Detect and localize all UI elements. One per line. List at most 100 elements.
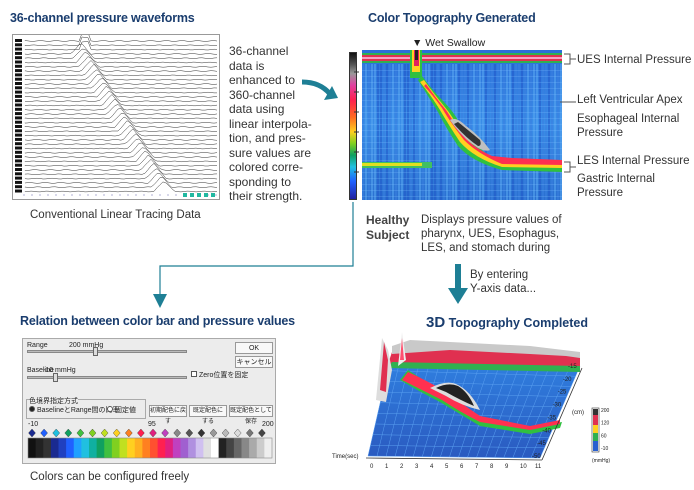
channel-marker	[15, 73, 22, 77]
channel-marker	[15, 163, 22, 167]
mode-fixed-radio[interactable]	[107, 406, 113, 412]
pressure-trace	[24, 158, 217, 171]
topo-streak	[389, 64, 391, 200]
x-tick-label: 5	[445, 464, 449, 470]
mode-ratio-radio[interactable]	[29, 406, 35, 412]
waveform-description: 36-channel data is enhanced to 360-chann…	[229, 44, 312, 203]
palette-handle[interactable]	[149, 428, 157, 438]
palette-handle[interactable]	[197, 428, 206, 438]
channel-marker	[15, 64, 22, 68]
range-slider-thumb[interactable]	[93, 347, 98, 356]
transition-text: By entering Y-axis data...	[470, 269, 537, 295]
x-tick-label: 1	[385, 464, 389, 470]
topo-streak	[479, 64, 481, 200]
topo-streak	[407, 64, 409, 200]
baseline-slider-thumb[interactable]	[53, 373, 58, 382]
pressure-trace	[24, 150, 218, 163]
palette-handle[interactable]	[40, 428, 48, 438]
topo-row	[362, 154, 562, 155]
y-tick-label: -15	[568, 364, 577, 370]
set-default-colors-button[interactable]: 既定配色にする	[189, 405, 227, 425]
reset-colors-button[interactable]: 初期配色に戻す	[149, 405, 187, 425]
pressure-trace	[24, 41, 218, 51]
pressure-trace	[24, 138, 218, 150]
topo-streak	[371, 64, 373, 200]
palette-handle[interactable]	[173, 428, 181, 438]
channel-marker	[15, 176, 22, 180]
channel-marker	[15, 60, 22, 64]
zero-fix-checkbox[interactable]	[191, 371, 197, 377]
color-palette-editor[interactable]	[26, 428, 274, 460]
palette-swatch	[157, 438, 166, 458]
channel-marker	[15, 90, 22, 94]
pressure-trace	[24, 108, 218, 120]
save-default-colors-button[interactable]: 既定配色として保存	[229, 405, 273, 425]
pressure-trace	[24, 154, 218, 167]
palette-swatch	[58, 438, 67, 458]
palette-handle[interactable]	[100, 428, 109, 438]
palette-swatch	[127, 438, 136, 458]
pressure-trace	[24, 69, 218, 81]
topo-streak	[377, 64, 379, 200]
color-bar-relation-title: Relation between color bar and pressure …	[20, 314, 295, 328]
topo-streak	[506, 64, 508, 200]
topo-streak	[365, 64, 367, 200]
topo-streak	[509, 64, 511, 200]
palette-handle[interactable]	[88, 428, 97, 438]
topo-streak	[476, 64, 478, 200]
palette-handle[interactable]	[137, 428, 145, 438]
topo-streak	[530, 64, 532, 200]
cancel-button[interactable]: キャンセル	[235, 356, 273, 368]
range-slider[interactable]	[27, 350, 187, 353]
topography-labels: UES Internal Pressure Left Ventricular A…	[577, 53, 691, 200]
topo-streak	[521, 64, 523, 200]
palette-handle[interactable]	[125, 428, 133, 438]
palette-handle[interactable]	[28, 428, 36, 438]
palette-swatch	[218, 438, 227, 458]
baseline-slider[interactable]	[27, 376, 187, 379]
pressure-trace	[24, 177, 218, 188]
palette-handle[interactable]	[209, 428, 218, 438]
topo-streak	[482, 64, 484, 200]
pressure-trace	[24, 56, 218, 68]
surface-line	[521, 365, 561, 458]
scale-mid-label: 95	[148, 421, 156, 428]
palette-handle[interactable]	[52, 428, 60, 438]
scroll-marker	[183, 193, 187, 197]
channel-marker	[15, 51, 22, 55]
topo-streak	[545, 64, 547, 200]
topo-streak	[437, 64, 439, 200]
pressure-trace	[24, 168, 218, 180]
arrow-right-icon	[301, 79, 338, 100]
topo-streak	[410, 64, 412, 200]
topo-streak	[488, 64, 490, 200]
surface-line	[403, 361, 431, 457]
palette-handle[interactable]	[112, 428, 121, 438]
palette-handle[interactable]	[258, 428, 266, 438]
palette-handle[interactable]	[161, 428, 169, 438]
scroll-marker	[197, 193, 201, 197]
range-value: 200 mmHg	[69, 342, 104, 349]
topo-streak	[404, 64, 406, 200]
y-tick-label: -30	[553, 403, 562, 409]
palette-handle[interactable]	[185, 428, 194, 438]
topo-streak	[446, 64, 448, 200]
palette-handle[interactable]	[233, 428, 242, 438]
ok-button[interactable]: OK	[235, 342, 273, 354]
palette-handle[interactable]	[246, 428, 254, 438]
topo-streak	[542, 64, 544, 200]
palette-handle[interactable]	[64, 428, 73, 438]
channel-marker	[15, 116, 22, 120]
palette-handle[interactable]	[76, 428, 85, 438]
baseline-label: Baseline	[27, 367, 54, 374]
palette-swatch	[35, 438, 44, 458]
topo-streak	[527, 64, 529, 200]
palette-handle[interactable]	[221, 428, 230, 438]
pressure-trace	[24, 43, 218, 55]
surface-line	[422, 361, 451, 457]
topo-streak	[392, 64, 394, 200]
topo-row	[362, 178, 562, 179]
topo-streak	[428, 64, 430, 200]
palette-swatch	[134, 438, 143, 458]
label-les: LES Internal Pressure	[577, 155, 690, 167]
